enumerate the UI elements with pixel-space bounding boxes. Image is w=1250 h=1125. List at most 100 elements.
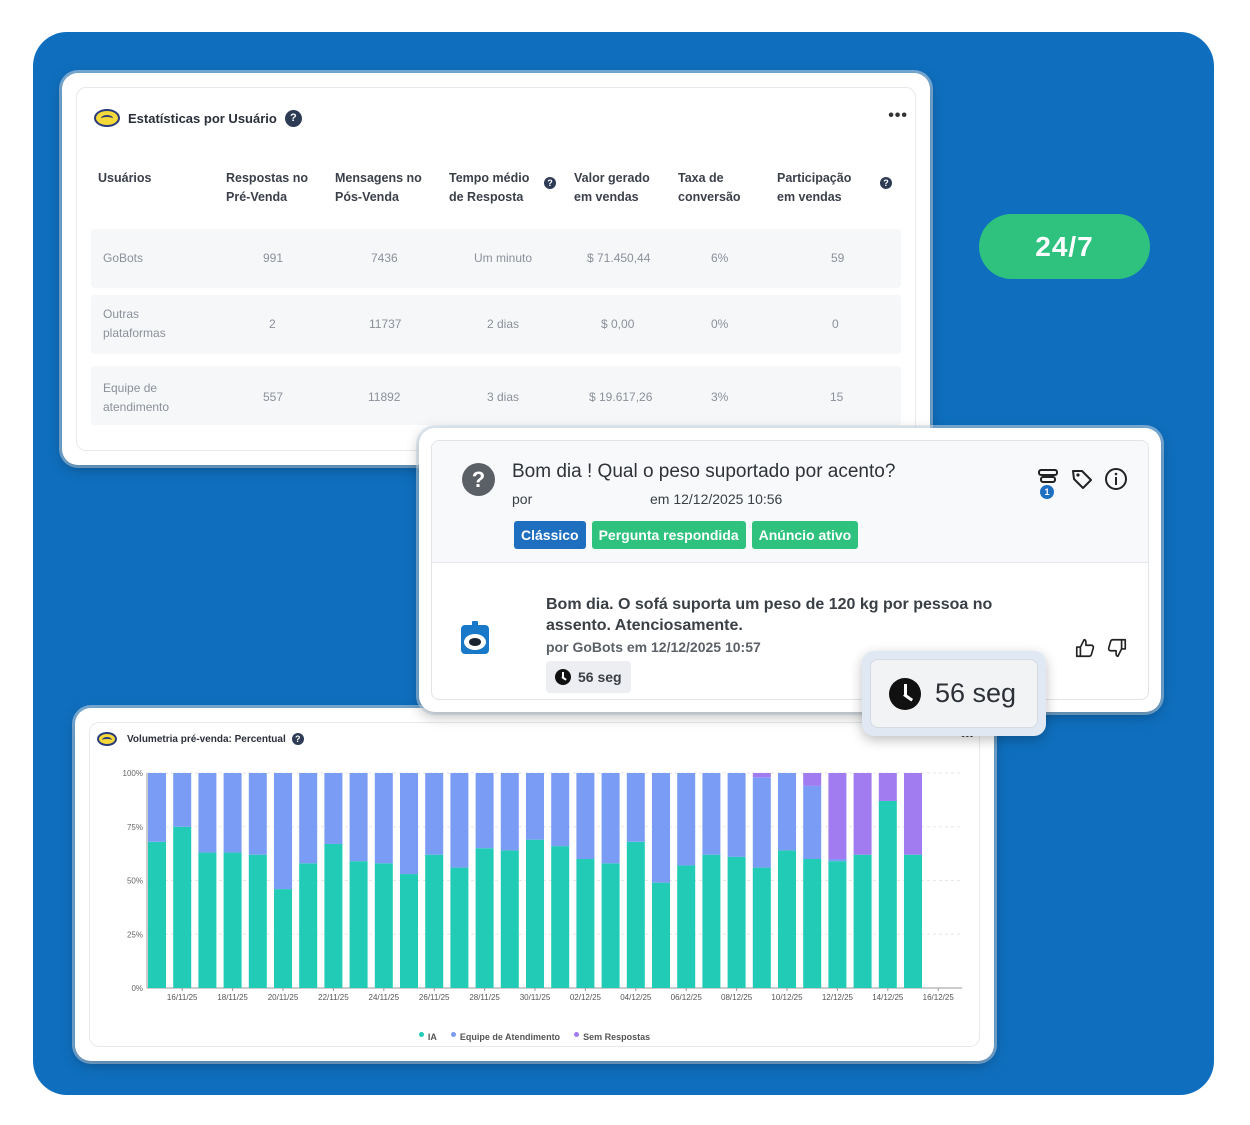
legend-dot-icon	[450, 1031, 456, 1037]
help-icon[interactable]: ?	[284, 109, 302, 127]
bar-segment	[803, 859, 822, 988]
column-header-participacao: Participação em vendas	[777, 171, 852, 204]
filter-icon[interactable]: 1	[1036, 467, 1060, 499]
x-tick-label: 06/12/25	[671, 993, 703, 1002]
bar-segment	[828, 861, 847, 988]
bar-segment	[702, 773, 721, 855]
cell-participacao: 0	[832, 317, 839, 331]
legend-item-sem-respostas[interactable]: Sem Respostas	[574, 1031, 650, 1042]
bar-segment	[853, 854, 872, 988]
bar-segment	[778, 773, 796, 851]
bar-segment	[198, 852, 217, 988]
table-row: Equipe de atendimento 557 11892 3 dias $ …	[91, 366, 901, 425]
legend-dot-icon	[574, 1031, 580, 1037]
y-tick-label: 50%	[127, 877, 143, 886]
availability-badge: 24/7	[979, 214, 1150, 279]
bar-segment	[652, 882, 670, 988]
table-row: GoBots 991 7436 Um minuto $ 71.450,44 6%…	[91, 229, 901, 288]
bar-segment	[878, 773, 897, 801]
bar-segment	[500, 850, 519, 988]
y-tick-label: 25%	[127, 930, 143, 939]
bar-segment	[198, 773, 217, 853]
legend-item-equipe[interactable]: Equipe de Atendimento	[450, 1031, 560, 1042]
cell-user: Outras plataformas	[103, 307, 166, 340]
cell-tempo: 2 dias	[487, 317, 520, 331]
cell-taxa: 0%	[711, 317, 729, 331]
cell-user: GoBots	[103, 251, 144, 265]
thumbs-down-icon[interactable]	[1106, 637, 1128, 664]
bar-segment	[727, 856, 746, 988]
question-card: ? Bom dia ! Qual o peso suportado por ac…	[419, 428, 1161, 712]
gobots-avatar-icon	[460, 621, 490, 655]
chart-legend: IA Equipe de Atendimento Sem Respostas	[75, 1031, 994, 1042]
x-tick-label: 24/11/25	[369, 993, 400, 1002]
cell-pos-venda: 7436	[371, 251, 398, 265]
x-tick-label: 18/11/25	[217, 993, 248, 1002]
bar-segment	[450, 773, 469, 868]
bar-segment	[475, 848, 494, 988]
bar-segment	[601, 773, 620, 864]
bar-segment	[626, 841, 645, 988]
cell-valor: $ 19.617,26	[589, 390, 653, 404]
chart-help-icon[interactable]: ?	[291, 733, 304, 745]
column-header-usuarios: Usuários	[98, 171, 152, 185]
cell-taxa: 3%	[711, 390, 729, 404]
bar-segment	[324, 843, 343, 988]
cell-valor: $ 0,00	[601, 317, 635, 331]
cell-pre-venda: 2	[269, 317, 276, 331]
tag-pergunta-respondida: Pergunta respondida	[591, 521, 746, 549]
bar-segment	[274, 773, 292, 890]
bar-segment	[425, 773, 444, 855]
question-mark-icon: ?	[462, 463, 495, 496]
cell-taxa: 6%	[711, 251, 729, 265]
bar-segment	[349, 773, 368, 862]
bar-segment	[248, 773, 267, 855]
thumbs-up-icon[interactable]	[1074, 637, 1096, 664]
bar-segment	[904, 773, 922, 855]
bar-segment	[727, 773, 746, 857]
chart-header: Volumetria pré-venda: Percentual ?	[97, 732, 304, 746]
bar-segment	[223, 773, 242, 853]
bar-segment	[475, 773, 494, 849]
tempo-help-icon[interactable]: ?	[544, 177, 556, 189]
bar-segment	[677, 865, 696, 988]
user-stats-card: Estatísticas por Usuário ? ••• Usuários …	[62, 73, 930, 465]
x-tick-label: 22/11/25	[318, 993, 349, 1002]
stacked-bar-chart: 0% 25% 50% 75% 100% 16/11/25 18/11/25 20/11/25 2…	[123, 769, 962, 1002]
question-panel: ? Bom dia ! Qual o peso suportado por ac…	[431, 440, 1149, 700]
cell-pre-venda: 991	[263, 251, 284, 265]
cell-tempo: 3 dias	[487, 390, 520, 404]
more-options-icon[interactable]: •••	[888, 107, 908, 124]
bar-segment	[526, 773, 544, 840]
clock-icon	[889, 677, 921, 710]
x-tick-label: 14/12/25	[872, 993, 904, 1002]
bar-segment	[374, 773, 393, 864]
bar-segment	[500, 773, 519, 851]
bar-segment	[400, 874, 418, 988]
bar-segment	[450, 867, 469, 988]
column-header-mensagens-pos-venda: Mensagens no Pós-Venda	[335, 171, 422, 204]
chart-panel	[89, 722, 980, 1047]
bar-segment	[878, 800, 897, 988]
participacao-help-icon[interactable]: ?	[880, 177, 892, 189]
bar-segment	[223, 852, 242, 988]
x-tick-label: 10/12/25	[771, 993, 803, 1002]
cell-user: Equipe de atendimento	[103, 381, 170, 414]
cell-tempo: Um minuto	[474, 251, 533, 265]
legend-item-ia[interactable]: IA	[418, 1031, 437, 1042]
filter-count-badge: 1	[1040, 485, 1054, 499]
bar-segment	[374, 863, 393, 988]
x-tick-label: 30/11/25	[520, 993, 551, 1002]
table-row: Outras plataformas 2 11737 2 dias $ 0,00 …	[91, 295, 901, 354]
cell-valor: $ 71.450,44	[587, 251, 651, 265]
bar-segment	[677, 773, 696, 866]
tag-icon[interactable]	[1070, 467, 1094, 491]
x-tick-label: 12/12/25	[822, 993, 854, 1002]
bar-segment	[904, 854, 922, 988]
question-text: Bom dia ! Qual o peso suportado por acen…	[512, 461, 896, 482]
info-icon[interactable]	[1104, 467, 1128, 491]
bar-segment	[299, 773, 318, 864]
column-header-respostas-pre-venda: Respostas no Pré-Venda	[226, 171, 308, 204]
stats-header: Estatísticas por Usuário ?	[94, 109, 302, 127]
bar-segment	[148, 841, 166, 988]
